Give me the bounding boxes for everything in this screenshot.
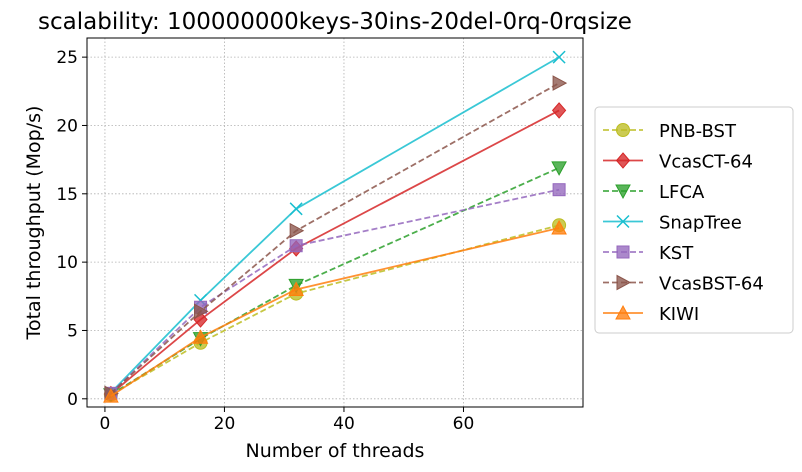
data-point-vcasbst-64 [289, 222, 305, 239]
series-vcasct-64 [103, 102, 567, 403]
y-axis-label: Total throughput (Mop/s) [23, 106, 45, 341]
y-tick-label: 25 [56, 48, 78, 68]
legend-entry-vcasbst-64: VcasBST-64 [603, 274, 764, 295]
data-point-kiwi [288, 281, 304, 296]
series-snaptree [104, 50, 566, 400]
data-point-kst [289, 239, 303, 253]
series-line-kiwi [110, 227, 560, 397]
series-kst [104, 183, 566, 400]
legend-marker-pnb-bst [616, 123, 630, 137]
legend-label-kst: KST [659, 243, 694, 264]
legend-entry-snaptree: SnapTree [603, 213, 742, 234]
legend-label-vcasbst-64: VcasBST-64 [659, 274, 764, 295]
legend-entry-kiwi: KIWI [603, 304, 699, 325]
x-tick-label: 60 [453, 414, 475, 434]
legend-entry-vcasct-64: VcasCT-64 [603, 152, 753, 173]
data-point-vcasct-64 [551, 102, 567, 119]
series-line-vcasbst-64 [110, 82, 560, 394]
y-tick-label: 5 [67, 321, 78, 341]
data-point-snaptree [289, 202, 303, 216]
chart-title: scalability: 100000000keys-30ins-20del-0… [38, 9, 632, 35]
series-line-pnb-bst [110, 224, 560, 396]
series-layer [103, 50, 568, 403]
data-point-kiwi [103, 388, 119, 403]
legend-marker-vcasct-64 [615, 152, 631, 169]
data-point-snaptree [552, 50, 566, 64]
data-point-kiwi [551, 219, 567, 235]
legend-entry-lfca: LFCA [603, 182, 705, 203]
series-vcasbst-64 [104, 75, 568, 402]
grid [87, 38, 583, 407]
y-tick-label: 15 [56, 185, 78, 205]
legend: PNB-BST VcasCT-64 LFCA SnapTree KST VcasBST-6… [594, 106, 794, 334]
y-tick-label: 20 [56, 116, 78, 136]
legend-label-snaptree: SnapTree [659, 213, 742, 234]
legend-label-vcasct-64: VcasCT-64 [659, 152, 753, 173]
data-point-vcasbst-64 [552, 75, 568, 91]
legend-box [594, 106, 794, 334]
legend-marker-snaptree [616, 214, 630, 229]
x-tick-label: 40 [333, 414, 355, 434]
x-tick-label: 0 [100, 414, 111, 434]
data-point-vcasbst-64 [194, 303, 209, 320]
legend-marker-kst [616, 245, 630, 259]
legend-marker-kiwi [615, 304, 631, 320]
x-tick-label: 20 [214, 414, 236, 434]
data-point-lfca [551, 161, 567, 176]
data-point-kiwi [192, 329, 209, 344]
axis-ticks: 0 20 40 60 0 5 10 15 20 25 [56, 48, 474, 434]
legend-marker-vcasbst-64 [616, 274, 632, 291]
legend-label-lfca: LFCA [659, 182, 705, 203]
series-lfca [103, 161, 567, 403]
series-line-snaptree [110, 56, 560, 394]
x-axis-label: Number of threads [246, 440, 425, 462]
data-point-kst [552, 183, 566, 197]
plot-frame [86, 37, 584, 408]
legend-entry-kst: KST [603, 243, 694, 264]
legend-label-kiwi: KIWI [659, 304, 699, 325]
legend-label-pnb-bst: PNB-BST [659, 121, 737, 142]
series-kiwi [103, 219, 567, 403]
y-tick-label: 10 [56, 253, 78, 273]
series-line-kst [110, 188, 560, 394]
legend-marker-lfca [615, 184, 631, 200]
series-pnb-bst [103, 218, 567, 402]
series-line-vcasct-64 [110, 109, 560, 395]
y-tick-label: 0 [67, 390, 78, 410]
legend-entry-pnb-bst: PNB-BST [603, 121, 737, 142]
